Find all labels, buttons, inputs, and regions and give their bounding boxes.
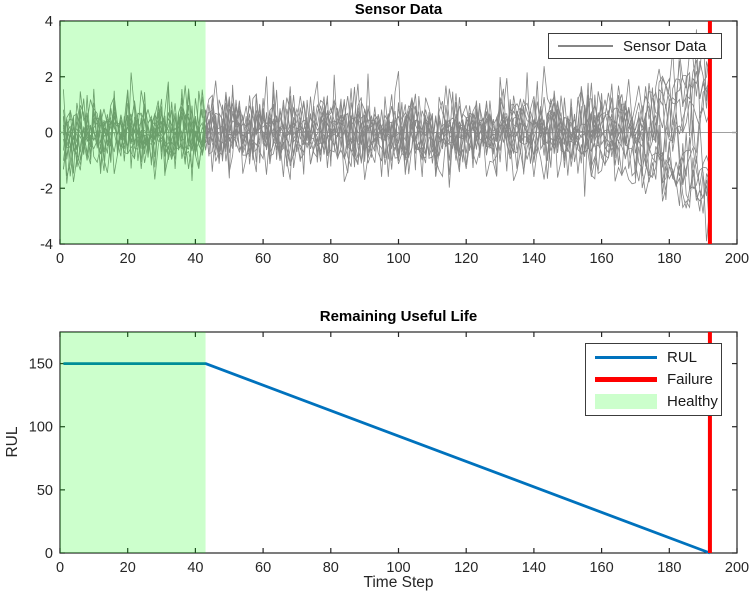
sensor-trace [63,85,711,232]
x-tick-label: 100 [386,251,410,267]
y-tick-label: -4 [40,237,53,253]
rul-plot-title: Remaining Useful Life [319,308,478,325]
failure-line-sample [595,377,657,382]
legend-label-sensor-data: Sensor Data [623,37,707,55]
y-tick-label: 0 [45,546,53,562]
legend-item-healthy: Healthy [586,391,721,413]
sensor-plot-title: Sensor Data [354,1,443,18]
legend-item-failure: Failure [586,369,721,391]
rul-legend: RUL Failure Healthy [585,343,722,416]
x-tick-label: 200 [725,560,749,576]
legend-label-healthy: Healthy [667,393,718,410]
x-tick-label: 100 [386,560,410,576]
x-tick-label: 140 [522,560,546,576]
healthy-region [60,332,206,553]
x-tick-label: 140 [522,251,546,267]
x-tick-label: 120 [454,251,478,267]
healthy-region [60,21,206,244]
x-tick-label: 160 [589,251,613,267]
y-tick-label: -2 [40,181,53,197]
x-tick-label: 20 [120,251,136,267]
legend-label-rul: RUL [667,349,698,366]
x-tick-label: 160 [589,560,613,576]
rul-line-sample [595,356,657,359]
x-tick-label: 60 [255,560,271,576]
x-tick-label: 0 [56,560,64,576]
x-tick-label: 40 [187,560,203,576]
legend-item-sensor-data: Sensor Data [549,35,721,57]
x-tick-label: 0 [56,251,64,267]
legend-label-failure: Failure [667,371,713,388]
sensor-trace [63,50,711,176]
x-tick-label: 200 [725,251,749,267]
sensor-trace [63,66,711,214]
x-tick-label: 40 [187,251,203,267]
x-tick-label: 80 [323,560,339,576]
x-tick-label: 60 [255,251,271,267]
x-tick-label: 20 [120,560,136,576]
y-tick-label: 2 [45,70,53,86]
sensor-line-sample [558,45,613,47]
y-axis-label: RUL [4,426,21,458]
y-tick-label: 0 [45,126,53,142]
sensor-trace [63,51,711,178]
x-tick-label: 180 [657,560,681,576]
y-tick-label: 50 [37,483,53,499]
sensor-legend: Sensor Data [548,33,722,59]
sensor-plot: 0 20 40 60 80 100 120 140 160 180 200 -4 -2 0 2 4 [40,14,749,267]
y-tick-label: 150 [29,357,53,373]
x-tick-label: 120 [454,560,478,576]
y-tick-label: 100 [29,420,53,436]
sensor-trace [63,75,711,181]
legend-item-rul: RUL [586,347,721,369]
healthy-patch-sample [595,394,657,409]
x-axis-label: Time Step [363,574,434,591]
x-tick-label: 80 [323,251,339,267]
rul-line [63,362,711,555]
x-tick-label: 180 [657,251,681,267]
y-tick-label: 4 [45,14,53,30]
